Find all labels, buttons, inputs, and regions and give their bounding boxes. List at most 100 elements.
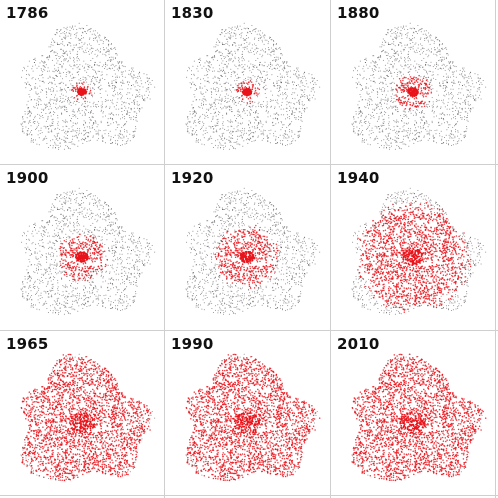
rural-dot xyxy=(87,64,89,66)
rural-dot xyxy=(53,99,55,101)
rural-dot xyxy=(79,128,81,130)
urban-dot xyxy=(398,98,401,101)
rural-dot xyxy=(108,82,109,84)
rural-dot xyxy=(23,121,25,123)
rural-dot xyxy=(200,91,202,93)
rural-dot xyxy=(386,144,388,146)
rural-dot xyxy=(117,140,119,142)
rural-dot xyxy=(279,88,281,90)
urban-dot xyxy=(420,101,422,103)
rural-dot xyxy=(237,129,239,131)
rural-dot xyxy=(52,147,54,149)
rural-dot xyxy=(103,130,105,132)
core-dot xyxy=(243,92,246,95)
rural-dot xyxy=(384,52,386,54)
rural-dot xyxy=(83,43,85,45)
rural-dot xyxy=(115,121,117,122)
rural-dot xyxy=(287,75,289,77)
rural-dot xyxy=(224,137,226,139)
urban-dot xyxy=(400,84,403,87)
rural-dot xyxy=(426,105,428,107)
rural-dot xyxy=(427,139,429,141)
rural-dot xyxy=(416,49,418,51)
rural-dot xyxy=(124,129,126,131)
rural-dot xyxy=(62,82,64,84)
rural-dot xyxy=(208,103,210,105)
rural-dot xyxy=(255,111,257,113)
rural-dot xyxy=(68,60,69,62)
rural-dot xyxy=(427,81,429,83)
rural-dot xyxy=(363,140,365,142)
rural-dot xyxy=(423,51,425,53)
rural-dot xyxy=(55,74,57,76)
rural-dot xyxy=(88,117,90,118)
rural-dot xyxy=(195,88,197,90)
rural-dot xyxy=(43,138,45,140)
rural-dot xyxy=(227,52,229,54)
urban-dot xyxy=(91,94,93,96)
rural-dot xyxy=(442,59,444,61)
rural-dot xyxy=(384,135,386,137)
rural-dot xyxy=(208,61,210,63)
rural-dot xyxy=(291,93,293,95)
rural-dot xyxy=(291,130,293,132)
rural-dot xyxy=(80,39,82,41)
rural-dot xyxy=(270,55,272,57)
rural-dot xyxy=(418,105,420,107)
rural-dot xyxy=(387,100,389,102)
rural-dot xyxy=(136,80,137,82)
rural-dot xyxy=(436,63,438,65)
rural-dot xyxy=(425,63,426,65)
rural-dot xyxy=(268,111,269,113)
rural-dot xyxy=(427,126,429,128)
rural-dot xyxy=(414,66,416,68)
rural-dot xyxy=(210,105,212,107)
rural-dot xyxy=(226,138,228,140)
rural-dot xyxy=(372,115,374,116)
rural-dot xyxy=(397,50,399,52)
rural-dot xyxy=(194,111,196,113)
rural-dot xyxy=(147,80,149,82)
rural-dot xyxy=(73,101,75,102)
rural-dot xyxy=(267,43,269,45)
rural-dot xyxy=(258,101,260,103)
urban-dot xyxy=(419,79,422,81)
rural-dot xyxy=(302,84,304,86)
rural-dot xyxy=(426,122,428,124)
urban-dot xyxy=(67,263,70,266)
rural-dot xyxy=(354,121,356,123)
rural-dot xyxy=(275,136,277,138)
rural-dot xyxy=(46,96,48,98)
rural-dot xyxy=(114,66,116,68)
rural-dot xyxy=(115,142,117,144)
rural-dot xyxy=(48,253,50,255)
rural-dot xyxy=(114,90,116,91)
rural-dot xyxy=(225,48,227,50)
rural-dot xyxy=(371,100,373,102)
rural-dot xyxy=(24,120,26,122)
rural-dot xyxy=(85,77,87,79)
rural-dot xyxy=(273,50,275,52)
rural-dot xyxy=(76,32,78,34)
rural-dot xyxy=(407,29,409,30)
rural-dot xyxy=(37,113,39,115)
rural-dot xyxy=(113,91,115,92)
rural-dot xyxy=(215,140,216,142)
rural-dot xyxy=(210,113,212,114)
rural-dot xyxy=(235,83,237,85)
rural-dot xyxy=(455,101,456,103)
rural-dot xyxy=(389,132,391,134)
urban-dot xyxy=(422,94,424,96)
rural-dot xyxy=(127,140,129,142)
rural-dot xyxy=(288,116,290,117)
rural-dot xyxy=(257,113,259,115)
rural-dot xyxy=(135,119,137,121)
rural-dot xyxy=(257,51,259,53)
rural-dot xyxy=(439,84,441,86)
rural-dot xyxy=(64,141,66,143)
rural-dot xyxy=(85,63,87,65)
rural-dot xyxy=(311,74,313,76)
rural-dot xyxy=(89,131,91,133)
rural-dot xyxy=(99,34,101,36)
rural-dot xyxy=(295,107,297,109)
